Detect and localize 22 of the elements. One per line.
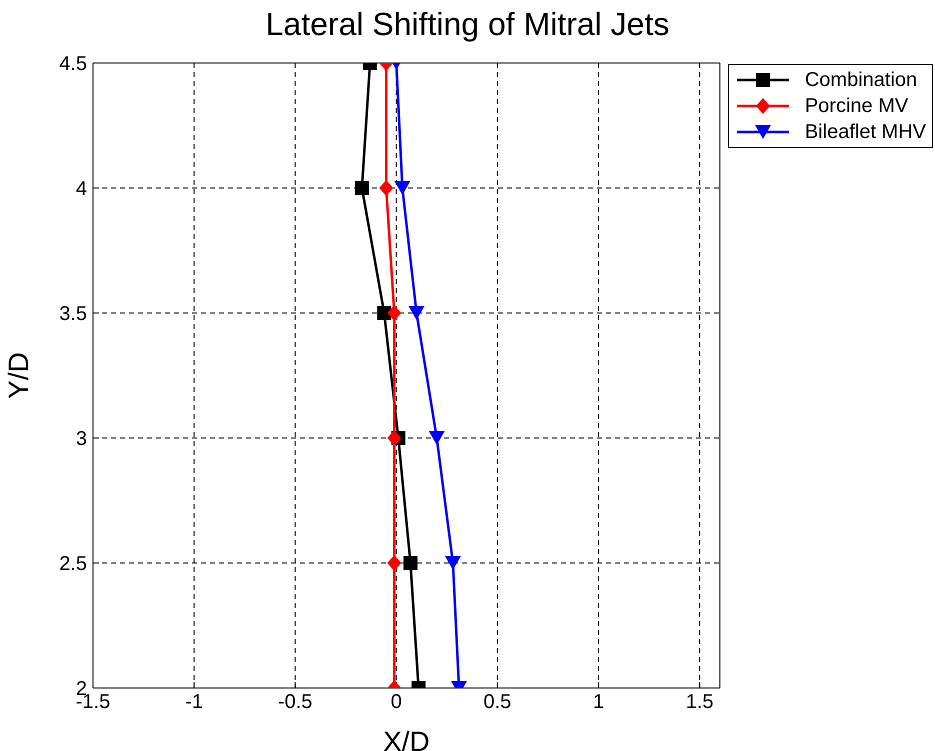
x-tick-label: 1 [592, 691, 604, 714]
legend-label: Combination [804, 68, 918, 92]
point [428, 431, 445, 445]
x-tick-label: 0 [390, 691, 402, 714]
point [377, 306, 392, 320]
x-tick-label: 0.5 [484, 691, 512, 714]
legend-label: Bileaflet MHV [804, 120, 926, 144]
y-tick-label: 3.5 [59, 303, 87, 326]
y-tick-label: 4 [76, 178, 87, 200]
y-tick-label: 2.5 [59, 553, 87, 576]
y-axis-title: Y/D [2, 352, 34, 399]
y-tick-label: 4.5 [59, 53, 87, 76]
x-axis-title: X/D [383, 726, 430, 751]
point [408, 306, 425, 320]
legend-label: Porcine MV [804, 94, 908, 118]
y-tick-label: 3 [76, 428, 87, 450]
x-tick-label: -1 [185, 691, 203, 714]
point [387, 305, 402, 321]
point [387, 430, 402, 446]
x-tick-label: -0.5 [278, 691, 312, 714]
x-tick-label: 1.5 [686, 691, 714, 714]
chart-title: Lateral Shifting of Mitral Jets [264, 6, 670, 43]
